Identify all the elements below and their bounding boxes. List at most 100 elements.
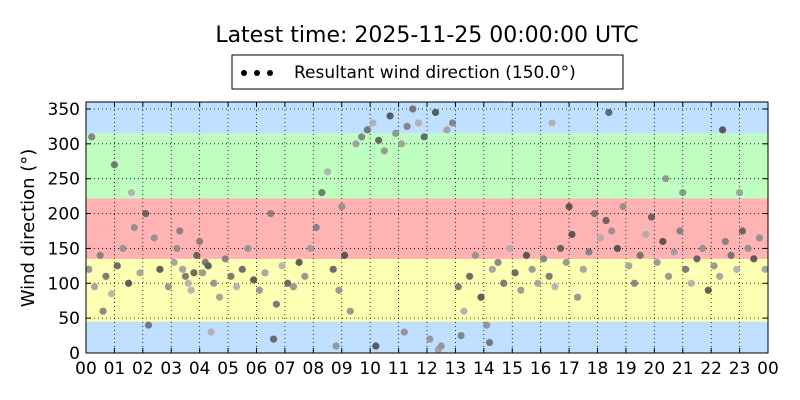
- data-point: [556, 244, 565, 253]
- data-point: [284, 279, 292, 287]
- direction-bands: [86, 102, 768, 353]
- chart-title: Latest time: 2025-11-25 00:00:00 UTC: [215, 23, 638, 48]
- x-tick-label: 18: [587, 359, 609, 379]
- data-point: [215, 293, 224, 301]
- data-point: [130, 223, 138, 232]
- data-point: [181, 272, 190, 280]
- data-point: [193, 251, 201, 259]
- data-point: [681, 265, 690, 273]
- data-point: [233, 283, 241, 291]
- data-point: [636, 251, 644, 259]
- x-tick-label: 15: [501, 359, 523, 379]
- data-point: [269, 335, 278, 343]
- data-point: [494, 258, 502, 266]
- data-point: [735, 189, 744, 197]
- y-tick-label: 150: [48, 239, 80, 259]
- data-point: [400, 328, 408, 336]
- data-point: [127, 189, 136, 197]
- data-point: [693, 255, 701, 263]
- data-point: [99, 307, 107, 315]
- data-points: [85, 105, 769, 354]
- data-point: [718, 126, 727, 134]
- data-point: [630, 279, 639, 287]
- data-point: [150, 234, 158, 242]
- data-point: [647, 213, 656, 221]
- data-point: [420, 133, 428, 141]
- x-tick-label: 22: [700, 359, 722, 379]
- data-point: [179, 265, 187, 273]
- data-point: [210, 279, 218, 287]
- data-point: [517, 286, 525, 294]
- data-point: [272, 300, 280, 308]
- data-point: [471, 251, 479, 259]
- data-point: [738, 227, 747, 235]
- data-point: [136, 269, 144, 277]
- data-point: [443, 126, 451, 134]
- data-point: [392, 129, 400, 137]
- direction-band: [86, 133, 768, 199]
- data-point: [591, 209, 599, 218]
- data-point: [335, 286, 343, 294]
- data-point: [397, 140, 406, 148]
- data-point: [596, 234, 604, 242]
- data-point: [605, 108, 613, 117]
- data-point: [380, 147, 388, 155]
- data-point: [332, 342, 340, 350]
- data-point: [488, 265, 496, 273]
- y-ticks: 0 50 100 150 200 250 300 350: [48, 100, 768, 364]
- data-point: [522, 251, 531, 259]
- x-tick-label: 13: [445, 359, 467, 379]
- data-point: [716, 272, 724, 280]
- data-point: [338, 202, 346, 211]
- data-point: [142, 209, 150, 218]
- data-point: [585, 248, 593, 256]
- data-point: [534, 279, 542, 287]
- data-point: [477, 293, 485, 301]
- x-tick-label: 17: [558, 359, 580, 379]
- data-point: [653, 258, 661, 266]
- data-point: [318, 189, 326, 197]
- data-point: [642, 230, 650, 239]
- data-point: [434, 345, 442, 354]
- data-point: [187, 286, 195, 294]
- data-point: [761, 265, 769, 273]
- data-point: [96, 251, 104, 259]
- data-point: [568, 230, 576, 239]
- data-point: [207, 328, 215, 336]
- x-tick-label: 06: [246, 359, 268, 379]
- data-point: [107, 290, 116, 298]
- data-point: [156, 265, 164, 273]
- x-tick-label: 05: [217, 359, 239, 379]
- data-point: [250, 276, 258, 284]
- data-point: [88, 133, 96, 141]
- data-point: [244, 244, 252, 253]
- y-axis-label: Wind direction (°): [18, 149, 39, 308]
- direction-band: [86, 102, 768, 134]
- data-point: [352, 140, 360, 148]
- data-point: [551, 283, 559, 291]
- data-point: [113, 262, 121, 270]
- x-tick-label: 14: [473, 359, 495, 379]
- x-tick-label: 23: [729, 359, 751, 379]
- data-point: [699, 244, 707, 253]
- data-point: [545, 272, 553, 280]
- direction-band: [86, 198, 768, 259]
- y-tick-label: 100: [48, 274, 80, 294]
- data-point: [323, 168, 332, 176]
- grid-lines: [86, 102, 768, 353]
- data-point: [85, 265, 93, 273]
- x-tick-label: 01: [104, 359, 126, 379]
- data-point: [278, 262, 286, 270]
- x-tick-label: 04: [189, 359, 211, 379]
- data-point: [306, 244, 315, 253]
- x-tick-label: 09: [331, 359, 353, 379]
- legend: Resultant wind direction (150.0°): [231, 54, 624, 90]
- data-point: [659, 237, 667, 246]
- data-point: [608, 227, 616, 235]
- y-tick-label: 0: [69, 344, 80, 364]
- data-point: [369, 119, 377, 127]
- data-point: [125, 279, 133, 287]
- data-point: [662, 175, 670, 183]
- data-point: [329, 265, 337, 273]
